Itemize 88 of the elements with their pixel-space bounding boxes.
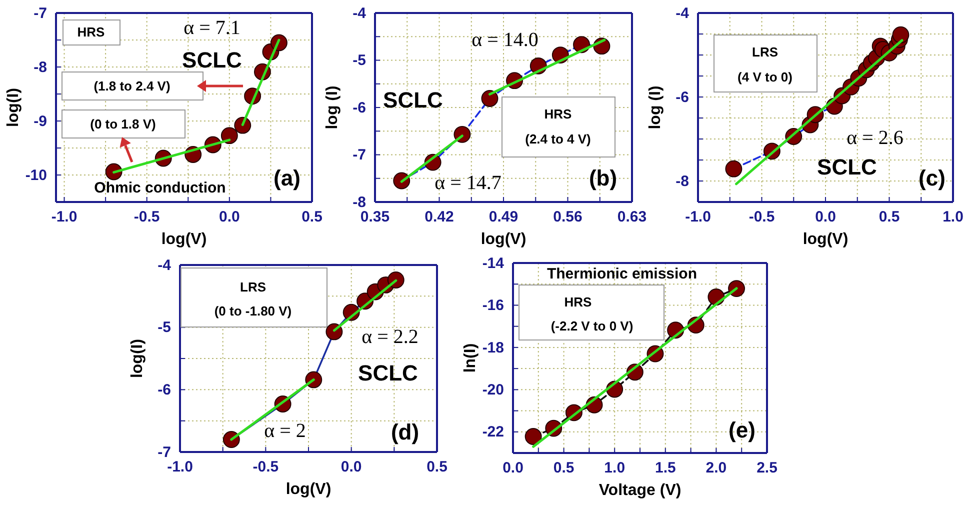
annotation: (d) <box>390 420 420 444</box>
y-tick-label: -7 <box>352 146 366 164</box>
x-tick-label: -0.5 <box>134 208 160 226</box>
y-axis-title: log (I) <box>647 86 664 130</box>
x-tick-label: 0.63 <box>617 208 647 226</box>
x-tick-label: 0.5 <box>302 208 322 226</box>
y-tick-label: -6 <box>676 88 689 106</box>
y-tick-label: -18 <box>482 339 504 356</box>
x-tick-label: 1.0 <box>942 208 964 226</box>
y-axis-title: log (I) <box>324 86 341 130</box>
annotation: SCLC <box>182 48 242 72</box>
annotation: (2.4 to 4 V) <box>525 132 591 146</box>
y-tick-label: -8 <box>34 58 47 76</box>
annotation: (0 to -1.80 V) <box>214 304 292 318</box>
y-tick-label: -16 <box>482 297 504 314</box>
x-tick-label: 0.56 <box>553 208 582 226</box>
annotation: α = 14.7 <box>434 172 502 194</box>
annotation: α = 2 <box>264 420 306 442</box>
x-tick-label: -1.0 <box>51 208 78 226</box>
y-axis-title: log(I) <box>129 338 146 378</box>
annotation: (b) <box>588 166 618 190</box>
y-tick-label: -6 <box>158 381 171 398</box>
annotation: (0 to 1.8 V) <box>90 116 156 132</box>
annotation: (c) <box>918 166 946 190</box>
annotation: HRS <box>544 106 572 122</box>
x-tick-label: -1.0 <box>685 208 711 226</box>
point <box>481 90 498 107</box>
x-tick-label: 0.42 <box>424 208 454 226</box>
annotation: HRS <box>564 294 592 310</box>
x-tick-label: 2.5 <box>756 460 778 477</box>
annotation: (-2.2 V to 0 V) <box>550 318 634 334</box>
annotation: HRS <box>77 24 106 40</box>
y-tick-label: -22 <box>482 424 504 441</box>
x-tick-label: 0.0 <box>218 208 240 226</box>
x-tick-label: 0.35 <box>360 208 390 226</box>
x-tick-label: 1.0 <box>604 460 626 477</box>
annotation: SCLC <box>383 88 444 112</box>
y-tick-label: -4 <box>676 4 690 22</box>
x-tick-label: 0.5 <box>878 208 900 226</box>
x-axis-title: log(V) <box>286 481 332 498</box>
y-tick-label: -10 <box>25 166 47 184</box>
x-tick-label: -1.0 <box>167 458 193 476</box>
annotation: LRS <box>240 280 266 294</box>
annotation: SCLC <box>817 154 878 180</box>
y-tick-label: -20 <box>482 381 504 398</box>
x-axis-title: log(V) <box>161 231 207 248</box>
y-axis-title: log(I) <box>5 88 22 128</box>
y-tick-label: -8 <box>352 194 366 211</box>
annotation: (e) <box>728 418 756 442</box>
annotation: (1.8 to 2.4 V) <box>94 78 170 94</box>
annotation: α = 2.2 <box>362 326 418 348</box>
annotation: Thermionic emission <box>546 266 698 282</box>
annotation: Ohmic conduction <box>94 180 226 196</box>
y-tick-label: -9 <box>34 112 47 130</box>
y-tick-label: -5 <box>158 319 171 336</box>
annotation: α = 2.6 <box>846 127 904 149</box>
x-tick-label: 0.0 <box>815 208 836 226</box>
point <box>892 26 910 44</box>
y-tick-label: -4 <box>352 4 367 22</box>
y-tick-label: -14 <box>482 254 505 272</box>
point <box>524 428 542 445</box>
annotation: α = 7.1 <box>184 17 240 39</box>
annotation: α = 14.0 <box>472 29 538 51</box>
y-tick-label: -7 <box>158 444 171 461</box>
x-tick-label: 1.5 <box>654 460 676 477</box>
x-tick-label: 2.0 <box>706 460 727 477</box>
x-axis-title: log(V) <box>802 231 848 248</box>
x-axis-title: Voltage (V) <box>598 482 682 499</box>
y-tick-label: -5 <box>352 52 366 70</box>
x-tick-label: -0.5 <box>252 458 279 476</box>
annotation: (4 V to 0) <box>738 70 792 84</box>
x-tick-label: 0.5 <box>553 460 574 477</box>
point <box>220 127 238 144</box>
x-tick-label: 0.5 <box>426 458 448 476</box>
annotation: (a) <box>274 166 300 190</box>
y-tick-label: -8 <box>676 172 689 190</box>
y-tick-label: -7 <box>34 4 47 22</box>
point <box>725 160 742 178</box>
y-axis-title: ln(I) <box>462 343 479 373</box>
annotation: LRS <box>752 44 778 60</box>
x-tick-label: -0.5 <box>748 208 775 226</box>
x-tick-label: 0.0 <box>502 460 524 477</box>
x-axis-title: log(V) <box>480 231 526 248</box>
y-tick-label: -6 <box>352 99 366 116</box>
x-tick-label: 0.0 <box>340 458 362 476</box>
y-tick-label: -4 <box>158 256 172 274</box>
x-tick-label: 0.49 <box>488 208 518 226</box>
annotation: SCLC <box>358 360 418 386</box>
